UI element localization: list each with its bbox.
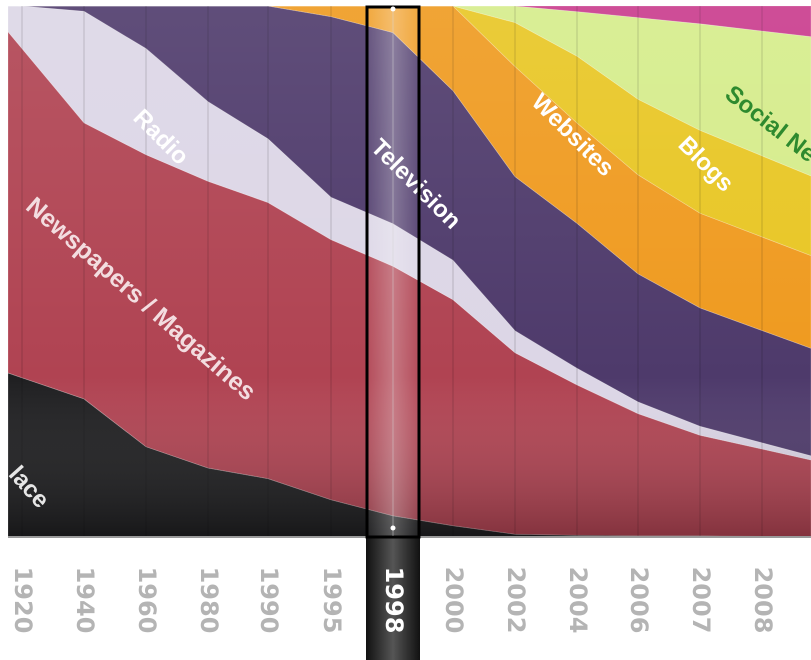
slider-top-knob[interactable] <box>390 6 396 12</box>
x-tick-label-2002: 2002 <box>502 567 530 634</box>
slider-bottom-knob[interactable] <box>390 525 396 531</box>
slider-handle-base[interactable] <box>366 537 420 660</box>
x-tick-label-2007: 2007 <box>687 567 715 634</box>
x-tick-label-2004: 2004 <box>564 567 592 634</box>
x-tick-label-2000: 2000 <box>440 567 468 634</box>
x-tick-label-1998: 1998 <box>380 567 408 634</box>
x-tick-label-1990: 1990 <box>255 567 283 634</box>
x-tick-label-1960: 1960 <box>133 567 161 634</box>
x-tick-label-1980: 1980 <box>195 567 223 634</box>
x-tick-label-1920: 1920 <box>9 567 37 634</box>
year-slider[interactable]: 1998 <box>365 5 421 660</box>
x-tick-label-2008: 2008 <box>749 567 777 634</box>
slider-highlight <box>367 7 419 537</box>
x-tick-label-1995: 1995 <box>318 567 346 634</box>
x-axis-tick-labels: 1920 1940 1960 1980 1990 1995 2000 2002 2004 2006… <box>9 567 777 634</box>
x-tick-label-1940: 1940 <box>71 567 99 634</box>
x-tick-label-2006: 2006 <box>625 567 653 634</box>
